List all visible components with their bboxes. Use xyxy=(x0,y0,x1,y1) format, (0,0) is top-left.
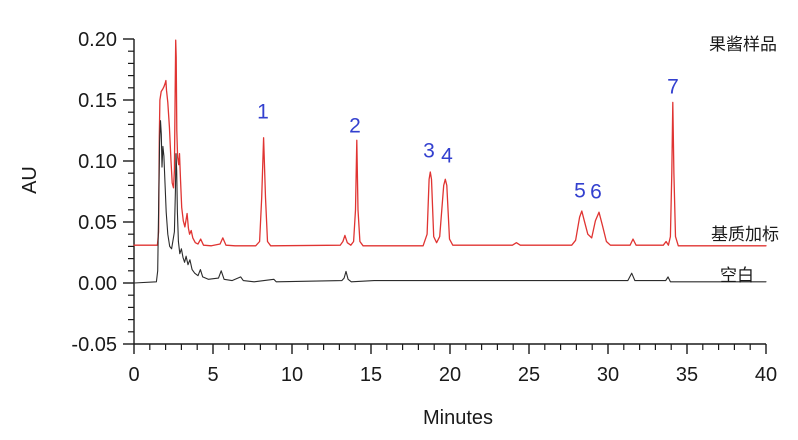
y-tick-label: 0.00 xyxy=(78,273,117,295)
axes: -0.050.000.050.100.150.200 5 10 15 20 25 30 35 4… xyxy=(71,29,777,386)
x-tick-label: 0 xyxy=(128,364,139,386)
x-tick-label: 25 xyxy=(518,364,540,386)
y-tick-label: 0.10 xyxy=(78,151,117,173)
x-tick-label: 20 xyxy=(439,364,461,386)
peak-number-labels: 123 45 67 xyxy=(257,76,679,204)
x-axis-title: Minutes xyxy=(423,407,493,429)
peak-number-label: 4 xyxy=(441,145,453,168)
sample-label: 果酱样品 xyxy=(709,35,777,54)
y-tick-label: 0.15 xyxy=(78,90,117,112)
x-tick-label: 5 xyxy=(207,364,218,386)
trace-spiked xyxy=(133,39,767,247)
peak-number-label: 1 xyxy=(257,101,269,124)
x-tick-label: 40 xyxy=(755,364,777,386)
y-axis-title: AU xyxy=(19,166,41,194)
peak-number-label: 7 xyxy=(667,76,679,99)
x-tick-label: 15 xyxy=(360,364,382,386)
x-tick-label: 35 xyxy=(676,364,698,386)
trace-blank xyxy=(133,120,767,284)
peak-number-label: 5 xyxy=(574,180,586,203)
y-tick-label: -0.05 xyxy=(71,334,117,356)
y-tick-label: 0.20 xyxy=(78,29,117,51)
x-tick-label: 10 xyxy=(281,364,303,386)
peak-number-label: 6 xyxy=(590,181,602,204)
peak-number-label: 3 xyxy=(423,140,435,163)
y-tick-label: 0.05 xyxy=(78,212,117,234)
peak-number-label: 2 xyxy=(349,115,361,138)
blank-trace-label: 空白 xyxy=(720,266,754,285)
spiked-trace-label: 基质加标 xyxy=(711,225,779,244)
x-tick-label: 30 xyxy=(597,364,619,386)
chromatogram-traces xyxy=(133,39,767,284)
